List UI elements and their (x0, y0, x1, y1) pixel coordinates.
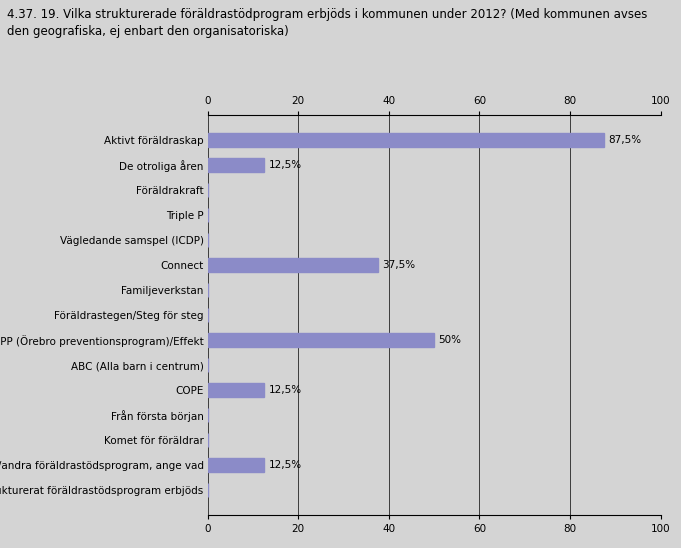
Text: den geografiska, ej enbart den organisatoriska): den geografiska, ej enbart den organisat… (7, 25, 289, 38)
Bar (208, 333, 434, 347)
Text: 4.37. 19. Vilka strukturerade föräldrastödprogram erbjöds i kommunen under 2012?: 4.37. 19. Vilka strukturerade föräldrast… (7, 8, 647, 21)
Bar (208, 458, 264, 472)
Bar (208, 258, 377, 272)
Text: 87,5%: 87,5% (609, 135, 642, 145)
Text: 12,5%: 12,5% (269, 460, 302, 470)
Text: 12,5%: 12,5% (269, 385, 302, 395)
Text: 50%: 50% (439, 335, 462, 345)
Bar (208, 158, 264, 172)
Bar (208, 133, 604, 147)
Bar (208, 383, 264, 397)
Text: 37,5%: 37,5% (382, 260, 415, 270)
Text: 12,5%: 12,5% (269, 160, 302, 170)
